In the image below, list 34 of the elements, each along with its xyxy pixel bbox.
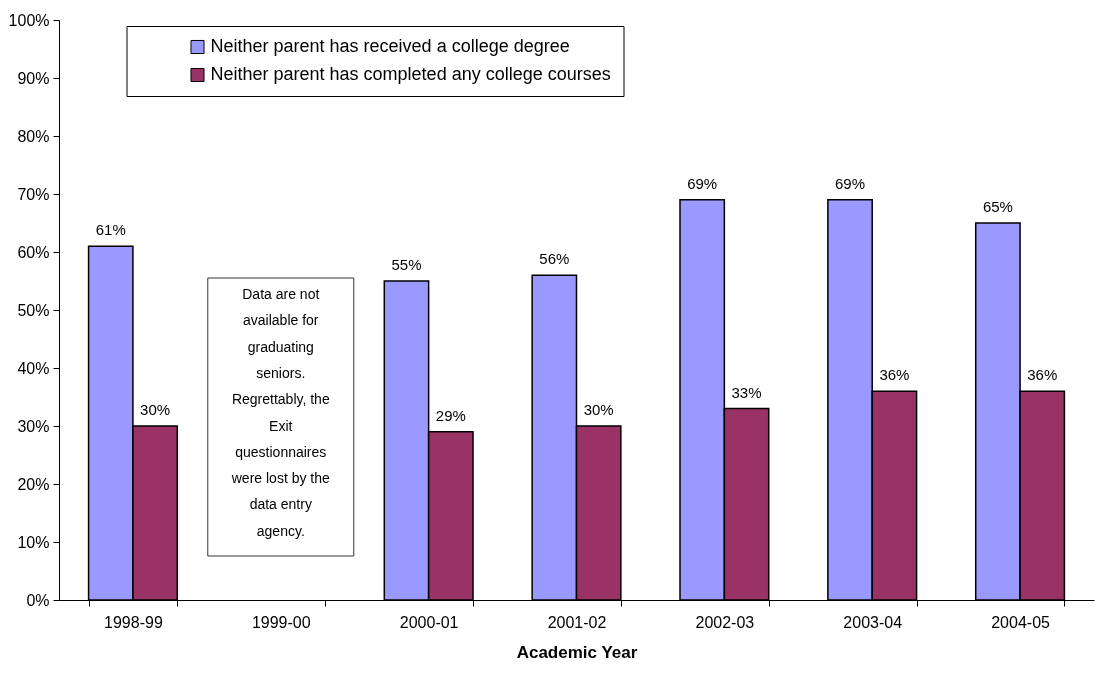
data-label: 69% bbox=[835, 174, 866, 192]
data-label: 61% bbox=[95, 221, 126, 239]
data-label: 33% bbox=[731, 383, 762, 401]
y-tick-label: 40% bbox=[17, 359, 50, 377]
data-label: 29% bbox=[435, 406, 466, 424]
y-tick-label: 80% bbox=[17, 127, 50, 145]
data-label: 69% bbox=[687, 174, 718, 192]
x-tick-label: 2001-02 bbox=[547, 613, 607, 631]
y-tick-label: 30% bbox=[17, 417, 50, 435]
y-tick-label: 70% bbox=[17, 185, 50, 203]
data-label: 30% bbox=[140, 401, 171, 418]
y-tick-label: 0% bbox=[26, 591, 50, 609]
x-tick-label: 2002-03 bbox=[695, 613, 755, 631]
y-tick-label: 60% bbox=[17, 243, 50, 261]
x-tick-label: 1998-99 bbox=[104, 613, 163, 631]
x-tick-label: 1999-00 bbox=[251, 613, 311, 631]
data-label: 30% bbox=[583, 401, 614, 418]
data-label: 36% bbox=[879, 366, 910, 384]
legend-label: Neither parent has completed any college courses bbox=[210, 64, 611, 84]
x-tick-label: 2004-05 bbox=[991, 613, 1051, 631]
y-tick-label: 50% bbox=[17, 301, 50, 319]
text: Data are not available for graduating seniors. Regrettably, the Exit questionnaires were lost by the data entry agency. bbox=[231, 286, 330, 539]
x-tick-label: 2003-04 bbox=[843, 613, 903, 631]
y-tick-label: 10% bbox=[17, 533, 50, 551]
x-tick-label: 2000-01 bbox=[399, 613, 459, 631]
legend-label: Neither parent has received a college degree bbox=[210, 36, 570, 56]
y-tick-label: 100% bbox=[8, 11, 50, 29]
y-tick-label: 90% bbox=[17, 69, 50, 87]
data-label: 55% bbox=[391, 256, 422, 273]
x-axis-title: Academic Year bbox=[516, 642, 638, 662]
data-label: 36% bbox=[1027, 366, 1058, 384]
data-label: 65% bbox=[982, 198, 1013, 215]
y-tick-label: 20% bbox=[17, 475, 50, 493]
data-label: 56% bbox=[539, 250, 570, 268]
